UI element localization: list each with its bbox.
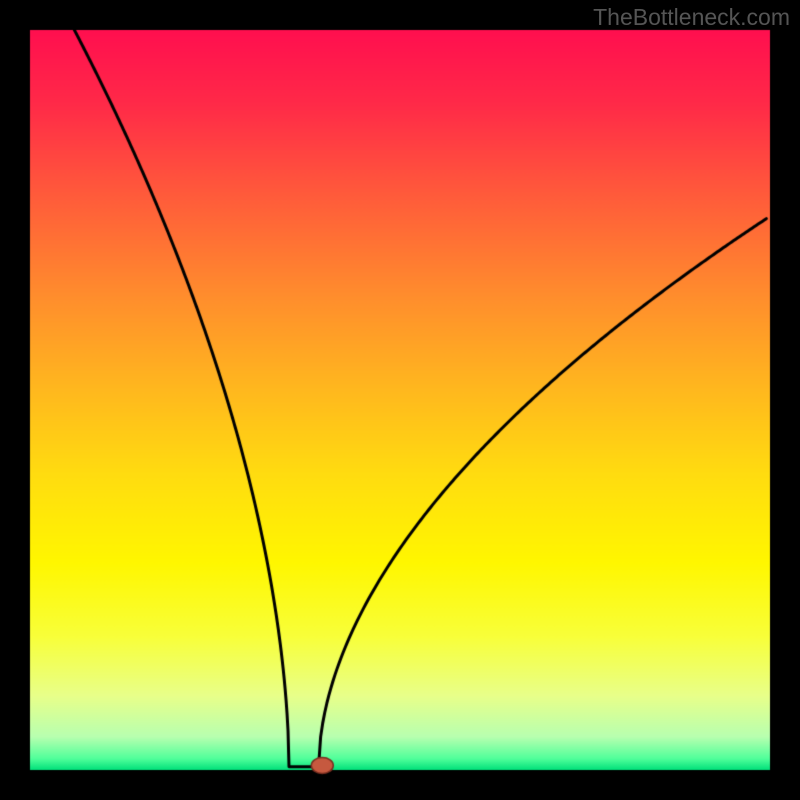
chart-container: TheBottleneck.com (0, 0, 800, 800)
bottleneck-chart-canvas (0, 0, 800, 800)
